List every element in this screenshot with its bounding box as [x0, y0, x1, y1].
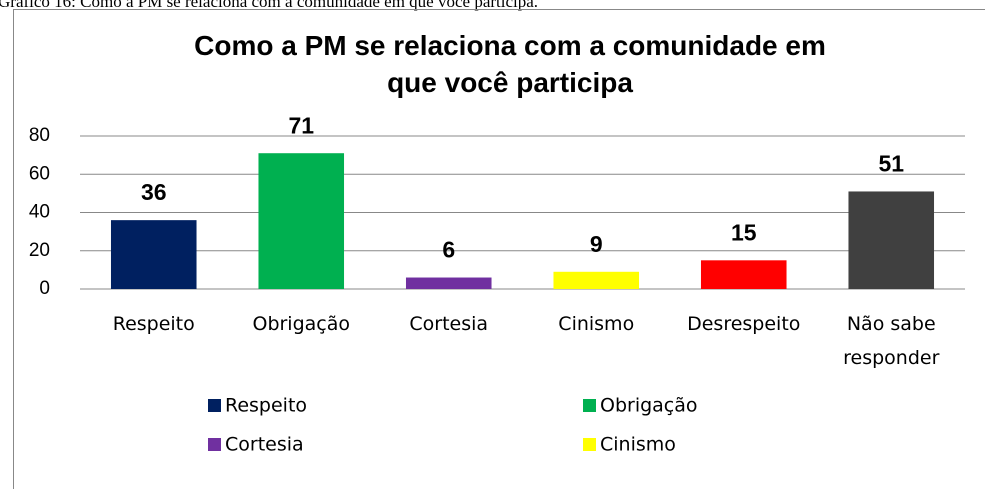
legend-label: Respeito — [225, 395, 307, 417]
legend-swatch — [208, 399, 221, 412]
legend-swatch — [583, 399, 596, 412]
data-label: 71 — [288, 112, 314, 138]
legend-label: Obrigação — [600, 395, 698, 417]
data-label: 51 — [878, 151, 904, 177]
x-tick-label: Obrigação — [252, 313, 350, 335]
bar — [258, 153, 345, 289]
bar — [405, 277, 492, 289]
chart-border — [13, 9, 985, 489]
legend-label: Cortesia — [225, 434, 304, 456]
y-tick-label: 40 — [29, 202, 50, 223]
bar — [110, 220, 197, 289]
x-tick-label: Cortesia — [409, 313, 488, 335]
x-tick-label: Desrespeito — [687, 313, 800, 335]
y-tick-label: 20 — [29, 240, 50, 261]
y-tick-label: 80 — [29, 125, 50, 146]
y-tick-label: 60 — [29, 163, 50, 184]
legend-swatch — [583, 438, 596, 451]
x-tick-label: Cinismo — [558, 313, 634, 335]
data-label: 36 — [141, 179, 167, 205]
bar — [700, 260, 787, 289]
y-tick-label: 0 — [39, 278, 50, 299]
x-tick-label: Não sabe responder — [843, 313, 939, 369]
legend-swatch — [208, 438, 221, 451]
chart-title: Como a PM se relaciona com a comunidade … — [194, 30, 826, 98]
data-label: 6 — [442, 237, 455, 263]
data-label: 9 — [590, 231, 603, 257]
bar — [553, 271, 640, 289]
bar — [848, 191, 935, 289]
data-label: 15 — [731, 219, 757, 245]
x-tick-label: Respeito — [113, 313, 195, 335]
caption: Gráfico 16: Como a PM se relaciona com a… — [0, 0, 538, 11]
legend-label: Cinismo — [600, 434, 676, 456]
